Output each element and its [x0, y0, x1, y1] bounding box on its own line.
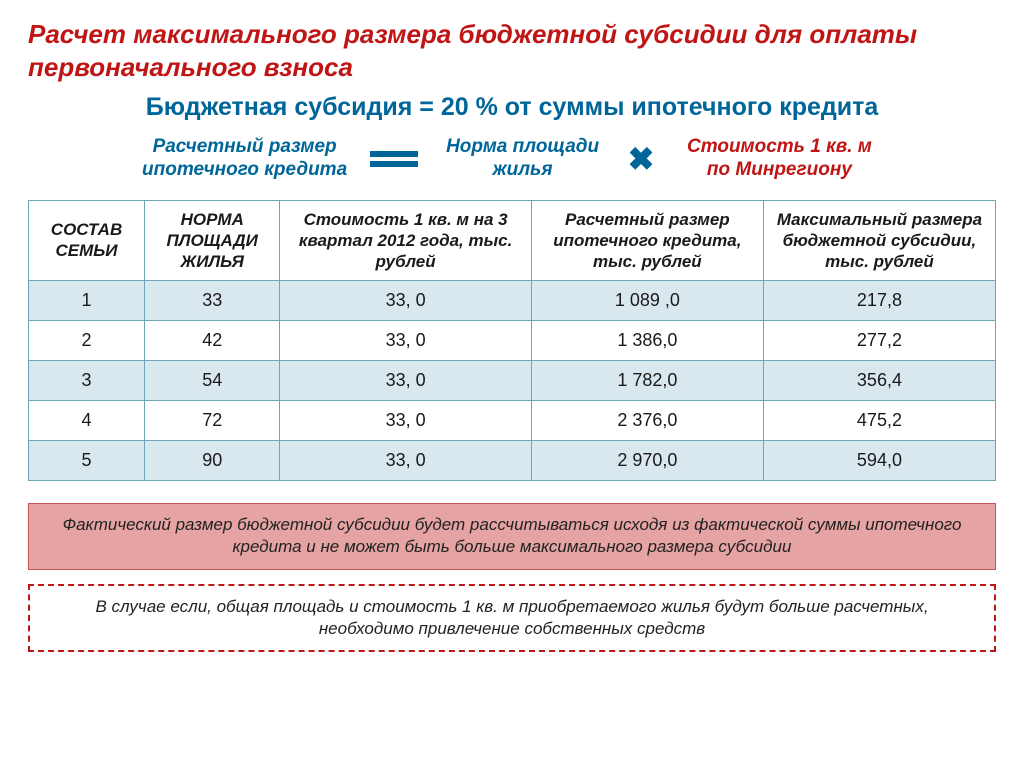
cell: 5 [29, 441, 145, 481]
cell: 33 [145, 281, 280, 321]
cell: 2 376,0 [531, 401, 763, 441]
formula-lhs: Расчетный размер ипотечного кредита [140, 136, 350, 182]
main-title: Расчет максимального размера бюджетной с… [28, 18, 996, 83]
col-header: Норма площади жилья [145, 200, 280, 281]
cell: 277,2 [763, 321, 995, 361]
cell: 42 [145, 321, 280, 361]
table-row: 4 72 33, 0 2 376,0 475,2 [29, 401, 996, 441]
formula-term2: Стоимость 1 кв. м по Минрегиону [674, 136, 884, 182]
cell: 33, 0 [280, 401, 531, 441]
cell: 4 [29, 401, 145, 441]
cell: 1 [29, 281, 145, 321]
cell: 475,2 [763, 401, 995, 441]
cell: 356,4 [763, 361, 995, 401]
cell: 1 089 ,0 [531, 281, 763, 321]
cell: 2 970,0 [531, 441, 763, 481]
cell: 217,8 [763, 281, 995, 321]
note-actual-size: Фактический размер бюджетной субсидии бу… [28, 503, 996, 569]
cell: 3 [29, 361, 145, 401]
cell: 33, 0 [280, 281, 531, 321]
table-row: 5 90 33, 0 2 970,0 594,0 [29, 441, 996, 481]
col-header: Максимальный размера бюджетной субсидии,… [763, 200, 995, 281]
cell: 1 782,0 [531, 361, 763, 401]
formula: Расчетный размер ипотечного кредита Норм… [28, 136, 996, 182]
formula-term1: Норма площади жилья [438, 136, 608, 182]
col-header: Состав семьи [29, 200, 145, 281]
subtitle: Бюджетная субсидия = 20 % от суммы ипоте… [28, 93, 996, 122]
col-header: Стоимость 1 кв. м на 3 квартал 2012 года… [280, 200, 531, 281]
cell: 33, 0 [280, 361, 531, 401]
cell: 90 [145, 441, 280, 481]
cell: 2 [29, 321, 145, 361]
multiply-icon: ✖ [628, 140, 655, 178]
subsidy-table: Состав семьи Норма площади жилья Стоимос… [28, 200, 996, 482]
col-header: Расчетный размер ипотечного кредита, тыс… [531, 200, 763, 281]
cell: 1 386,0 [531, 321, 763, 361]
equals-icon [370, 151, 418, 167]
table-row: 1 33 33, 0 1 089 ,0 217,8 [29, 281, 996, 321]
cell: 33, 0 [280, 441, 531, 481]
table-row: 3 54 33, 0 1 782,0 356,4 [29, 361, 996, 401]
cell: 594,0 [763, 441, 995, 481]
note-own-funds: В случае если, общая площадь и стоимость… [28, 584, 996, 652]
table-header-row: Состав семьи Норма площади жилья Стоимос… [29, 200, 996, 281]
cell: 72 [145, 401, 280, 441]
cell: 54 [145, 361, 280, 401]
table-row: 2 42 33, 0 1 386,0 277,2 [29, 321, 996, 361]
cell: 33, 0 [280, 321, 531, 361]
